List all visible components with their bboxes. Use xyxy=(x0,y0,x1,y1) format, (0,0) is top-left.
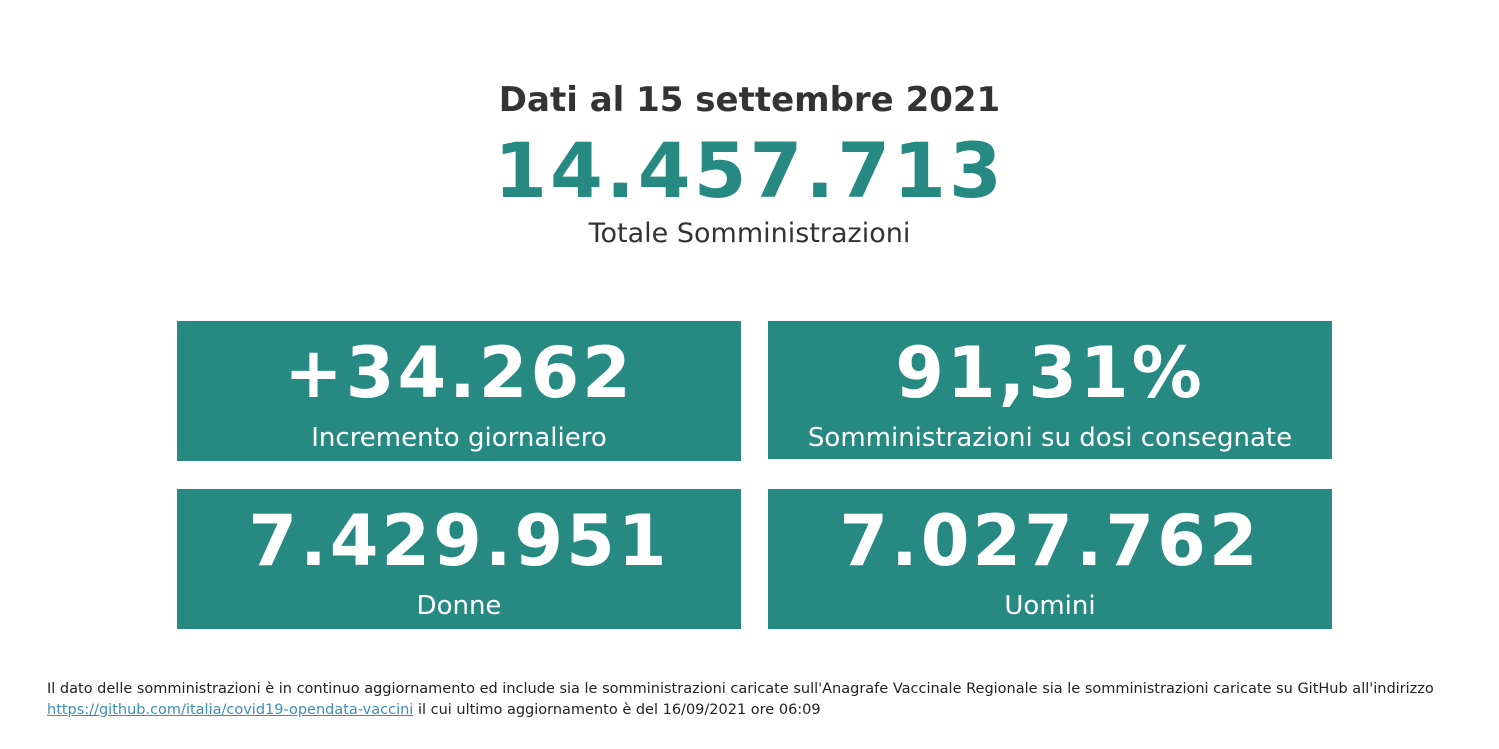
github-repository-link[interactable]: https://github.com/italia/covid19-openda… xyxy=(47,702,414,718)
delivered-doses-ratio-value: 91,31% xyxy=(895,332,1205,414)
women-value: 7.429.951 xyxy=(248,500,670,582)
footnote-text-before: Il dato delle somministrazioni è in cont… xyxy=(47,681,1434,697)
footnote-text-after: il cui ultimo aggiornamento è del 16/09/… xyxy=(417,702,821,718)
daily-increase-tile: +34.262 Incremento giornaliero xyxy=(177,321,741,461)
delivered-doses-ratio-label: Somministrazioni su dosi consegnate xyxy=(807,423,1293,453)
total-administrations-value: 14.457.713 xyxy=(494,126,1005,215)
daily-increase-label: Incremento giornaliero xyxy=(311,423,607,453)
date-heading: Dati al 15 settembre 2021 xyxy=(498,80,1001,120)
footnote: Il dato delle somministrazioni è in cont… xyxy=(47,679,1477,721)
men-tile: 7.027.762 Uomini xyxy=(768,489,1332,629)
women-tile: 7.429.951 Donne xyxy=(177,489,741,629)
daily-increase-value: +34.262 xyxy=(284,332,634,414)
men-label: Uomini xyxy=(1004,591,1096,621)
men-value: 7.027.762 xyxy=(839,500,1261,582)
women-label: Donne xyxy=(416,591,502,621)
delivered-doses-ratio-tile: 91,31% Somministrazioni su dosi consegna… xyxy=(768,321,1332,459)
total-administrations-label: Totale Somministrazioni xyxy=(588,218,911,249)
